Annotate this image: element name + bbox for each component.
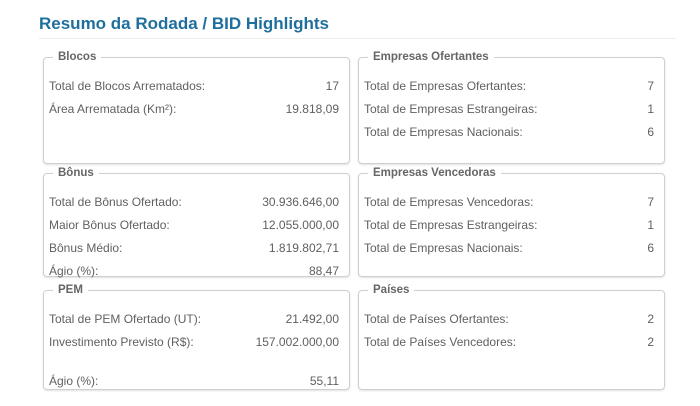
panel-legend: Empresas Ofertantes xyxy=(373,51,489,63)
title-divider xyxy=(39,38,676,39)
panel-pem: PEM Total de PEM Ofertado (UT): 21.492,0… xyxy=(43,284,350,390)
stat-label: Área Arrematada (Km²): xyxy=(49,102,177,116)
stat-value: 2 xyxy=(647,312,654,326)
stat-row: Total de Empresas Estrangeiras: 1 xyxy=(364,218,654,232)
stat-row: Ágio (%): 88,47 xyxy=(49,264,339,278)
stat-value: 30.936.646,00 xyxy=(262,195,339,209)
stat-value: 2 xyxy=(647,335,654,349)
stat-row: Bônus Médio: 1.819.802,71 xyxy=(49,241,339,255)
stat-label: Total de Empresas Estrangeiras: xyxy=(364,218,538,232)
panel-legend: Países xyxy=(373,284,410,296)
stat-row: Total de Empresas Ofertantes: 7 xyxy=(364,79,654,93)
panel-blocos: Blocos Total de Blocos Arrematados: 17 Á… xyxy=(43,51,350,164)
stat-label: Total de Países Ofertantes: xyxy=(364,312,509,326)
stat-value: 1 xyxy=(647,218,654,232)
stat-value: 6 xyxy=(647,241,654,255)
stat-value: 12.055.000,00 xyxy=(262,218,339,232)
stat-value: 19.818,09 xyxy=(285,102,339,116)
stat-row: Maior Bônus Ofertado: 12.055.000,00 xyxy=(49,218,339,232)
stat-row: Total de Bônus Ofertado: 30.936.646,00 xyxy=(49,195,339,209)
stat-label: Bônus Médio: xyxy=(49,241,123,255)
stat-label: Total de Empresas Vencedoras: xyxy=(364,195,534,209)
stat-value: 1.819.802,71 xyxy=(268,241,339,255)
panel-bonus: Bônus Total de Bônus Ofertado: 30.936.64… xyxy=(43,167,350,278)
stat-label: Total de Empresas Estrangeiras: xyxy=(364,102,538,116)
panel-legend: Blocos xyxy=(58,51,97,63)
stat-value: 1 xyxy=(647,102,654,116)
stat-label: Ágio (%): xyxy=(49,374,99,388)
panel-legend: Bônus xyxy=(58,167,94,179)
stat-label: Total de Bônus Ofertado: xyxy=(49,195,182,209)
stat-row: Total de Empresas Vencedoras: 7 xyxy=(364,195,654,209)
stat-row: Total de Países Ofertantes: 2 xyxy=(364,312,654,326)
stat-label: Total de Empresas Nacionais: xyxy=(364,125,523,139)
stat-value: 6 xyxy=(647,125,654,139)
stat-value: 17 xyxy=(325,79,339,93)
stat-label: Total de Países Vencedores: xyxy=(364,335,517,349)
stat-value: 7 xyxy=(647,79,654,93)
stat-row: Ágio (%): 55,11 xyxy=(49,374,339,388)
stat-label: Total de Blocos Arrematados: xyxy=(49,79,206,93)
stat-row: Área Arrematada (Km²): 19.818,09 xyxy=(49,102,339,116)
stat-row: Total de Empresas Nacionais: 6 xyxy=(364,125,654,139)
stat-label: Investimento Previsto (R$): xyxy=(49,335,194,349)
stat-label: Total de PEM Ofertado (UT): xyxy=(49,312,202,326)
stat-value: 55,11 xyxy=(309,374,339,388)
stat-label: Maior Bônus Ofertado: xyxy=(49,218,170,232)
panel-empresas-vencedoras: Empresas Vencedoras Total de Empresas Ve… xyxy=(358,167,665,277)
stat-row: Total de Empresas Nacionais: 6 xyxy=(364,241,654,255)
stat-label: Total de Empresas Ofertantes: xyxy=(364,79,527,93)
stat-row: Total de Países Vencedores: 2 xyxy=(364,335,654,349)
panel-legend: PEM xyxy=(58,284,83,296)
panel-empresas-ofertantes: Empresas Ofertantes Total de Empresas Of… xyxy=(358,51,665,164)
panel-legend: Empresas Vencedoras xyxy=(373,167,496,179)
stat-value: 157.002.000,00 xyxy=(255,335,339,349)
stat-row: Total de Blocos Arrematados: 17 xyxy=(49,79,339,93)
stat-label: Ágio (%): xyxy=(49,264,99,278)
page-title: Resumo da Rodada / BID Highlights xyxy=(39,14,329,33)
stat-value: 7 xyxy=(647,195,654,209)
stat-row: Investimento Previsto (R$): 157.002.000,… xyxy=(49,335,339,349)
panel-paises: Países Total de Países Ofertantes: 2 Tot… xyxy=(358,284,665,390)
stat-label: Total de Empresas Nacionais: xyxy=(364,241,523,255)
stat-row: Total de PEM Ofertado (UT): 21.492,00 xyxy=(49,312,339,326)
stat-value: 21.492,00 xyxy=(285,312,339,326)
stat-value: 88,47 xyxy=(308,264,339,278)
stat-row: Total de Empresas Estrangeiras: 1 xyxy=(364,102,654,116)
